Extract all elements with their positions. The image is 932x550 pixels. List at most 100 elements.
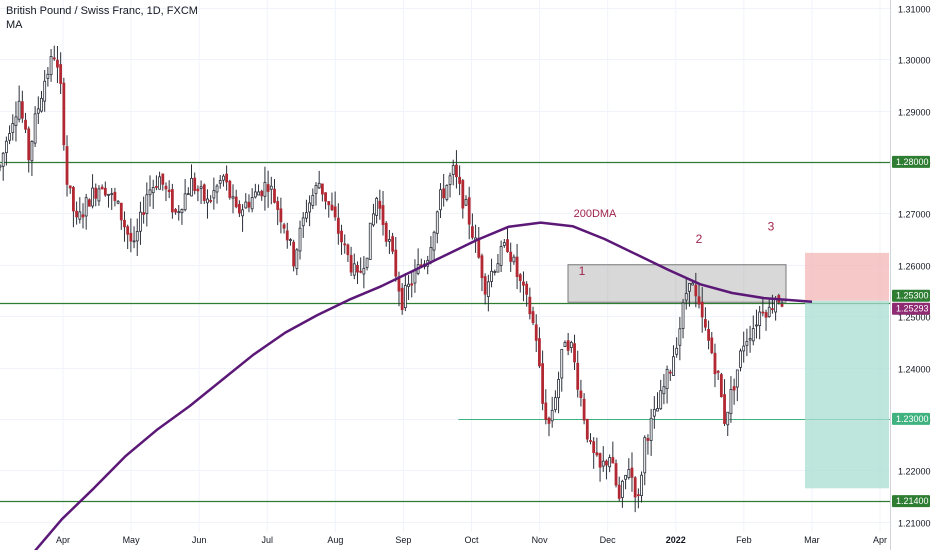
candles-layer xyxy=(0,45,784,513)
candle-body xyxy=(107,193,110,196)
stop-loss-zone xyxy=(805,252,889,301)
candle-body xyxy=(8,133,11,141)
candle-body xyxy=(713,352,717,375)
candle-body xyxy=(52,57,56,60)
candle-body xyxy=(308,202,312,213)
x-tick-label: Apr xyxy=(873,535,887,545)
candle-body xyxy=(598,453,602,468)
candle-body xyxy=(257,191,260,196)
x-tick-label: Aug xyxy=(327,535,343,545)
candle-body xyxy=(410,283,414,286)
candle-body xyxy=(119,202,123,221)
candle-body xyxy=(467,197,471,225)
candle-body xyxy=(388,239,391,242)
candle-body xyxy=(65,146,69,185)
candle-body xyxy=(688,283,691,292)
candle-body xyxy=(266,184,270,192)
candle-body xyxy=(451,165,455,175)
candle-body xyxy=(33,113,37,144)
candle-body xyxy=(767,306,771,318)
candle-body xyxy=(282,224,286,229)
candle-body xyxy=(442,188,446,199)
candle-body xyxy=(209,199,213,202)
y-tick-label: 1.21000 xyxy=(898,519,931,529)
candle-body xyxy=(751,328,755,342)
candle-body xyxy=(139,211,142,232)
plot-area xyxy=(0,0,890,550)
candle-body xyxy=(129,232,133,242)
candle-body xyxy=(368,222,372,260)
candle-body xyxy=(732,386,736,391)
annotation-label: 2 xyxy=(696,232,703,246)
candle-body xyxy=(627,469,631,479)
candle-body xyxy=(595,452,599,456)
candle-body xyxy=(617,484,621,499)
candle-body xyxy=(592,441,596,453)
candle-body xyxy=(649,417,653,441)
candle-body xyxy=(611,457,615,464)
candle-body xyxy=(253,191,257,198)
candle-body xyxy=(49,56,53,76)
x-tick-label: Jul xyxy=(261,535,273,545)
candle-body xyxy=(36,108,40,114)
candle-body xyxy=(483,276,487,295)
candle-body xyxy=(582,398,586,421)
axes-layer: 1.31000 1.30000 1.29000 1.28000 1.27000 1.260… xyxy=(56,5,931,546)
candle-body xyxy=(659,390,663,410)
candle-body xyxy=(735,369,739,388)
candle-body xyxy=(279,208,283,223)
candle-body xyxy=(774,298,778,313)
candle-body xyxy=(273,188,276,203)
candle-body xyxy=(333,206,337,218)
x-tick-label: Mar xyxy=(804,535,820,545)
price-axis-label-bg xyxy=(892,302,930,315)
candle-body xyxy=(515,256,519,277)
candle-body xyxy=(154,186,158,188)
candle-body xyxy=(250,197,254,210)
x-tick-label: May xyxy=(123,535,141,545)
candle-body xyxy=(11,123,15,133)
candle-body xyxy=(678,328,682,346)
candle-body xyxy=(668,371,672,374)
candle-body xyxy=(525,283,529,295)
y-tick-label: 1.31000 xyxy=(898,5,931,15)
zones-layer xyxy=(567,252,889,489)
symbol-title[interactable]: British Pound / Swiss Franc, 1D, FXCM xyxy=(6,5,198,17)
candle-body xyxy=(301,217,305,227)
candle-body xyxy=(566,340,570,351)
candle-body xyxy=(196,188,200,192)
candle-body xyxy=(330,204,334,211)
line-price-label: 1.23000 xyxy=(896,414,929,424)
candle-body xyxy=(391,236,394,252)
candle-body xyxy=(56,59,59,68)
candle-body xyxy=(276,201,280,210)
candle-body xyxy=(145,194,149,214)
candle-body xyxy=(247,201,251,208)
candle-body xyxy=(464,199,468,206)
indicator-label[interactable]: MA xyxy=(6,19,23,31)
candle-body xyxy=(212,190,216,199)
candle-body xyxy=(222,175,225,181)
candle-body xyxy=(260,190,264,197)
candle-body xyxy=(180,209,184,214)
candle-body xyxy=(573,343,576,363)
candle-body xyxy=(359,270,363,273)
candle-body xyxy=(723,394,726,424)
y-tick-label: 1.22000 xyxy=(898,467,931,477)
candle-body xyxy=(550,409,554,422)
candle-body xyxy=(340,230,343,243)
candle-body xyxy=(621,480,624,498)
candle-body xyxy=(496,263,500,273)
candle-body xyxy=(716,370,720,373)
candle-body xyxy=(528,296,532,315)
candle-body xyxy=(534,324,538,341)
y-tick-label: 1.26000 xyxy=(898,262,931,272)
candle-body xyxy=(640,474,643,497)
candle-body xyxy=(59,64,63,84)
candle-body xyxy=(538,338,541,367)
candle-body xyxy=(608,457,612,468)
x-tick-label: Dec xyxy=(600,535,617,545)
candle-body xyxy=(646,438,650,441)
candle-body xyxy=(605,460,608,466)
